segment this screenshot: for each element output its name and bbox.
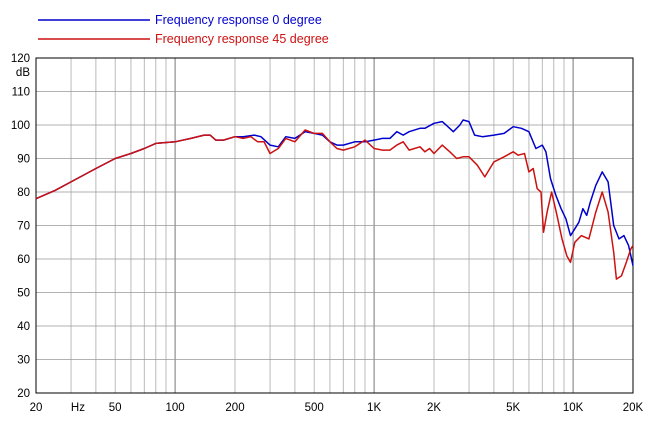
legend-label: Frequency response 45 degree <box>155 32 329 46</box>
x-tick-label: 20K <box>623 402 644 414</box>
y-tick-label: 120 <box>11 53 30 65</box>
x-axis-label: Hz <box>71 402 85 414</box>
y-axis-label: dB <box>16 67 30 79</box>
series-lines <box>35 119 634 280</box>
grid-lines <box>36 58 633 393</box>
y-tick-label: 70 <box>17 221 30 233</box>
x-tick-label: 100 <box>166 402 185 414</box>
x-tick-labels: 20 50 100 200 500 1K 2K 5K 10K 20K <box>30 402 644 414</box>
x-tick-label: 2K <box>427 402 441 414</box>
y-tick-label: 90 <box>17 154 30 166</box>
x-tick-label: 5K <box>506 402 520 414</box>
series-line-45-degree <box>35 129 634 280</box>
legend-label: Frequency response 0 degree <box>155 13 322 27</box>
y-tick-labels: 20 30 40 50 60 70 80 90 100 110 120 <box>11 53 30 400</box>
x-tick-label: 50 <box>109 402 122 414</box>
y-tick-label: 40 <box>17 321 30 333</box>
plot-frame <box>35 57 634 394</box>
y-tick-label: 50 <box>17 288 30 300</box>
series-line-0-degree <box>35 119 634 266</box>
x-tick-label: 20 <box>30 402 43 414</box>
y-tick-label: 100 <box>11 120 30 132</box>
y-tick-label: 80 <box>17 187 30 199</box>
x-tick-label: 200 <box>225 402 244 414</box>
x-tick-label: 500 <box>305 402 324 414</box>
y-tick-label: 60 <box>17 254 30 266</box>
y-tick-label: 110 <box>12 87 30 99</box>
legend: Frequency response 0 degree Frequency res… <box>38 13 329 46</box>
y-tick-label: 20 <box>17 388 30 400</box>
y-tick-label: 30 <box>17 355 30 367</box>
x-tick-label: 10K <box>563 402 584 414</box>
x-tick-label: 1K <box>367 402 381 414</box>
